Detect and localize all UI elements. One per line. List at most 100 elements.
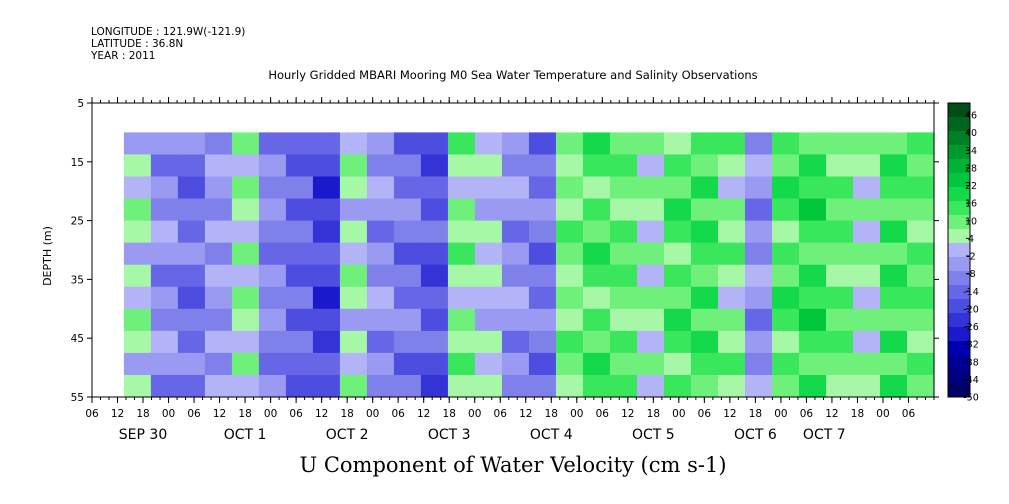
heatmap-cell: [123, 308, 152, 332]
heatmap-cell: [636, 352, 665, 376]
heatmap-cell: [690, 308, 719, 332]
heatmap-cell: [663, 176, 692, 200]
colorbar-swatch: [948, 117, 970, 132]
heatmap-cell: [528, 220, 557, 244]
heatmap-cell: [204, 242, 233, 266]
heatmap-cell: [690, 330, 719, 354]
heatmap-cell: [285, 286, 314, 310]
heatmap-cell: [447, 330, 476, 354]
x-tick-label: 18: [238, 408, 251, 420]
heatmap-cell: [879, 132, 908, 156]
heatmap-cell: [798, 286, 827, 310]
colorbar-label: 16: [965, 199, 977, 210]
heatmap-cell: [150, 154, 179, 178]
heatmap-cell: [501, 198, 530, 222]
colorbar-label: -20: [963, 304, 979, 315]
heatmap-cell: [501, 176, 530, 200]
heatmap-cell: [393, 330, 422, 354]
heatmap-cell: [609, 330, 638, 354]
heatmap-cell: [339, 286, 368, 310]
heatmap-cell: [744, 132, 773, 156]
heatmap-cell: [420, 308, 449, 332]
heatmap-cell: [852, 220, 881, 244]
heatmap-cell: [852, 154, 881, 178]
heatmap-cell: [879, 374, 908, 398]
heatmap-cell: [636, 220, 665, 244]
heatmap-cell: [771, 132, 800, 156]
heatmap-cell: [555, 198, 584, 222]
heatmap-cell: [285, 154, 314, 178]
x-tick-label: 00: [366, 408, 379, 420]
colorbar-swatch: [948, 201, 970, 216]
heatmap-cell: [285, 374, 314, 398]
heatmap-cell: [609, 286, 638, 310]
heatmap-cell: [744, 176, 773, 200]
heatmap-cell: [825, 198, 854, 222]
heatmap-cell: [582, 374, 611, 398]
heatmap-cell: [420, 132, 449, 156]
heatmap-cell: [393, 198, 422, 222]
heatmap-cell: [258, 176, 287, 200]
heatmap-cell: [231, 264, 260, 288]
heatmap-cell: [555, 176, 584, 200]
heatmap-cell: [717, 154, 746, 178]
heatmap-cell: [231, 154, 260, 178]
heatmap-cell: [474, 220, 503, 244]
colorbar-label: -44: [963, 375, 979, 386]
heatmap-cell: [852, 264, 881, 288]
heatmap-cell: [177, 286, 206, 310]
heatmap-cell: [177, 330, 206, 354]
heatmap-cell: [717, 198, 746, 222]
heatmap-cell: [609, 374, 638, 398]
heatmap-cell: [447, 198, 476, 222]
heatmap-cell: [528, 176, 557, 200]
heatmap-cell: [231, 352, 260, 376]
heatmap-cell: [366, 308, 395, 332]
heatmap-cell: [474, 308, 503, 332]
x-tick-label: 12: [825, 408, 838, 420]
heatmap-cell: [528, 264, 557, 288]
heatmap-cell: [447, 176, 476, 200]
heatmap-cell: [528, 198, 557, 222]
heatmap-cell: [609, 154, 638, 178]
heatmap-cell: [636, 308, 665, 332]
chart-title: Hourly Gridded MBARI Mooring M0 Sea Wate…: [268, 68, 758, 82]
heatmap-cell: [231, 308, 260, 332]
heatmap-cell: [771, 198, 800, 222]
colorbar-label: 22: [965, 181, 977, 192]
heatmap-cell: [123, 154, 152, 178]
x-axis: 06 12 18 00 06 12 18 00 06 12 18 00 06 12 18 00 06 12 18 00…: [85, 97, 935, 443]
heatmap-cell: [528, 242, 557, 266]
x-tick-label: 06: [800, 408, 814, 420]
heatmap-cell: [771, 154, 800, 178]
heatmap-cell: [825, 154, 854, 178]
year-label: YEAR : 2011: [91, 50, 156, 62]
heatmap-cell: [798, 308, 827, 332]
heatmap-cell: [907, 198, 935, 222]
heatmap-cell: [663, 220, 692, 244]
heatmap-cell: [717, 308, 746, 332]
colorbar-swatch: [948, 229, 970, 244]
heatmap-cell: [150, 264, 179, 288]
heatmap-cell: [258, 374, 287, 398]
heatmap-cell: [555, 132, 584, 156]
heatmap-cell: [447, 264, 476, 288]
heatmap-cell: [150, 176, 179, 200]
heatmap-cell: [150, 374, 179, 398]
heatmap-cell: [123, 264, 152, 288]
heatmap-cell: [393, 154, 422, 178]
heatmap-cell: [204, 308, 233, 332]
x-tick-label: 18: [340, 408, 353, 420]
colorbar-label: 46: [965, 111, 977, 122]
heatmap-cell: [339, 132, 368, 156]
heatmap-cell: [636, 264, 665, 288]
heatmap-cell: [501, 286, 530, 310]
heatmap-cell: [555, 242, 584, 266]
heatmap-cell: [312, 308, 341, 332]
heatmap-cell: [744, 242, 773, 266]
colorbar-label: -14: [963, 287, 979, 298]
x-tick-label: 00: [672, 408, 685, 420]
colorbar-swatch: [948, 257, 970, 272]
x-day-label: OCT 7: [803, 427, 846, 443]
colorbar-label: 34: [965, 146, 977, 157]
